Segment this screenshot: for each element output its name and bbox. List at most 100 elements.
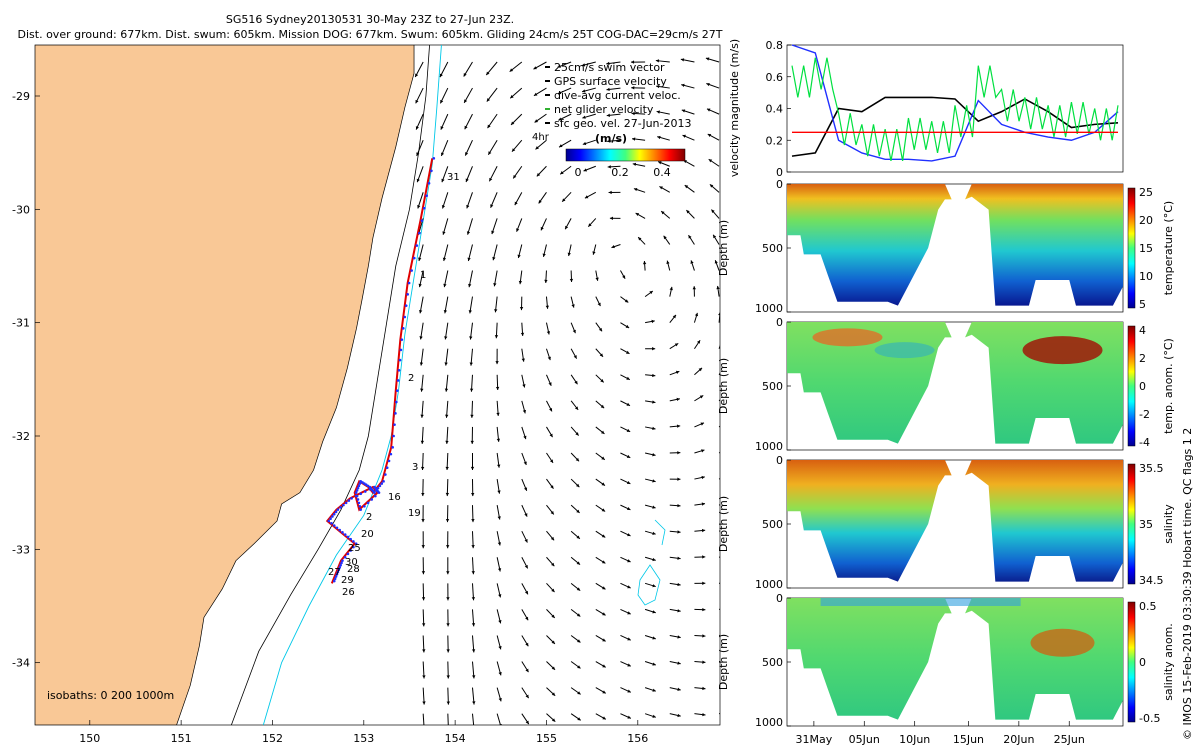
depth-ticklabel: 1000 <box>755 302 783 315</box>
depth-ticklabel: 500 <box>762 518 783 531</box>
glider-dive-marker <box>339 563 342 567</box>
velocity-arrowhead <box>440 99 444 104</box>
glider-dive-marker <box>366 501 370 505</box>
velocity-arrow <box>422 713 425 725</box>
glider-dive-marker <box>343 533 347 536</box>
day-label: 3 <box>412 462 418 473</box>
map-y-ticklabel: -30 <box>12 203 30 216</box>
velocity-arrowhead <box>699 395 704 399</box>
velocity-arrowhead <box>444 362 448 366</box>
colorbar-ticklabel: 34.5 <box>1139 574 1164 587</box>
velocity-arrowhead <box>574 406 579 410</box>
glider-dive-marker <box>356 498 360 501</box>
velocity-arrowhead <box>577 717 581 721</box>
velocity-arrowhead <box>549 433 553 438</box>
velocity-arrowhead <box>418 309 423 314</box>
velocity-arrowhead <box>445 414 449 418</box>
velocity-field <box>414 57 720 725</box>
velocity-arrowhead <box>446 675 450 679</box>
colorbar-ticklabel: 10 <box>1139 270 1153 283</box>
colorbar-ticklabel: 25 <box>1139 186 1153 199</box>
velocity-arrowhead <box>642 261 647 265</box>
glider-dive-marker <box>391 446 395 449</box>
glider-dive-marker <box>332 512 336 516</box>
velocity-arrowhead <box>550 485 554 489</box>
velocity-arrowhead <box>465 152 469 156</box>
map-y-ticklabel: -29 <box>12 90 30 103</box>
colorbar-tick-2: 0.4 <box>653 166 671 179</box>
anomaly-warm-core <box>1022 336 1103 365</box>
velocity-arrowhead <box>701 502 706 506</box>
glider-dive-marker <box>374 494 377 498</box>
velocity-arrowhead <box>652 610 656 614</box>
velocity-arrow <box>718 372 720 376</box>
glider-dive-marker <box>423 206 426 210</box>
velocity-series-0 <box>791 96 1119 157</box>
velocity-arrowhead <box>513 174 517 179</box>
anomaly-warm-surface <box>812 328 883 347</box>
velocity-arrowhead <box>489 177 493 182</box>
map-x-ticklabel: 156 <box>627 732 648 745</box>
velocity-arrowhead <box>600 379 604 383</box>
velocity-arrowhead <box>551 666 556 670</box>
velocity-arrowhead <box>533 92 538 96</box>
isobath-1000m-eddy <box>637 519 666 606</box>
glider-dive-marker <box>358 482 362 485</box>
velocity-arrowhead <box>601 430 605 434</box>
glider-dive-marker <box>330 521 333 525</box>
map-x-ticklabel: 154 <box>445 732 466 745</box>
glider-dive-marker <box>407 281 411 285</box>
velocity-arrowhead <box>652 479 656 483</box>
velocity-arrowhead <box>472 701 476 705</box>
velocity-arrowhead <box>708 159 713 163</box>
velocity-arrowhead <box>576 509 580 513</box>
velocity-arrowhead <box>626 428 631 432</box>
velocity-arrowhead <box>701 475 705 480</box>
glider-dive-marker <box>427 181 431 185</box>
glider-dive-marker <box>349 549 352 552</box>
velocity-arrowhead <box>698 367 703 372</box>
velocity-arrowhead <box>491 230 495 235</box>
glider-dive-marker <box>334 575 338 578</box>
velocity-arrowhead <box>525 668 529 673</box>
velocity-arrowhead <box>486 98 491 102</box>
glider-dive-marker <box>364 490 367 493</box>
velocity-arrowhead <box>533 66 537 70</box>
day-label: 2 <box>366 512 372 523</box>
velocity-arrowhead <box>463 73 467 77</box>
velocity-arrowhead <box>626 507 631 511</box>
glider-dive-marker <box>333 577 337 581</box>
salinity-anomaly-surface <box>820 598 1021 606</box>
velocity-arrowhead <box>487 124 491 129</box>
colorbar-ticklabel: 20 <box>1139 214 1153 227</box>
depth-ylabel: Depth (m) <box>717 496 730 552</box>
velocity-arrowhead <box>575 457 580 462</box>
glider-dive-marker <box>350 497 353 500</box>
velocity-arrowhead <box>632 162 637 167</box>
velocity-arrowhead <box>468 283 472 288</box>
glider-dive-marker <box>355 489 359 492</box>
velocity-arrowhead <box>422 675 426 679</box>
velocity-arrowhead <box>442 231 446 235</box>
map-x-ticklabel: 152 <box>262 732 283 745</box>
velocity-panel: 0 0.2 0.4 0.6 0.8 velocity magnitude (m/s) <box>728 39 1124 179</box>
time-ticklabel: 20Jun <box>1003 733 1034 746</box>
velocity-arrowhead <box>525 616 529 621</box>
velocity-arrowhead <box>627 611 631 615</box>
velocity-arrowhead <box>494 309 498 313</box>
velocity-ylabel: velocity magnitude (m/s) <box>728 39 741 177</box>
velocity-arrowhead <box>655 59 660 63</box>
velocity-arrowhead <box>694 312 699 317</box>
day-label: 1 <box>420 270 426 281</box>
glider-dive-marker <box>344 501 348 505</box>
velocity-arrowhead <box>676 424 681 428</box>
chart-title-line1: SG516 Sydney20130531 30-May 23Z to 27-Ju… <box>225 13 515 26</box>
velocity-arrowhead <box>609 216 614 220</box>
velocity-arrowhead <box>682 134 686 138</box>
velocity-arrowhead <box>674 343 679 347</box>
colorbar-tick-1: 0.2 <box>611 166 629 179</box>
velocity-arrowhead <box>415 126 419 130</box>
isobaths-label: isobaths: 0 200 1000m <box>47 689 174 702</box>
velocity-arrowhead <box>652 426 656 431</box>
glider-dive-marker <box>404 304 408 307</box>
